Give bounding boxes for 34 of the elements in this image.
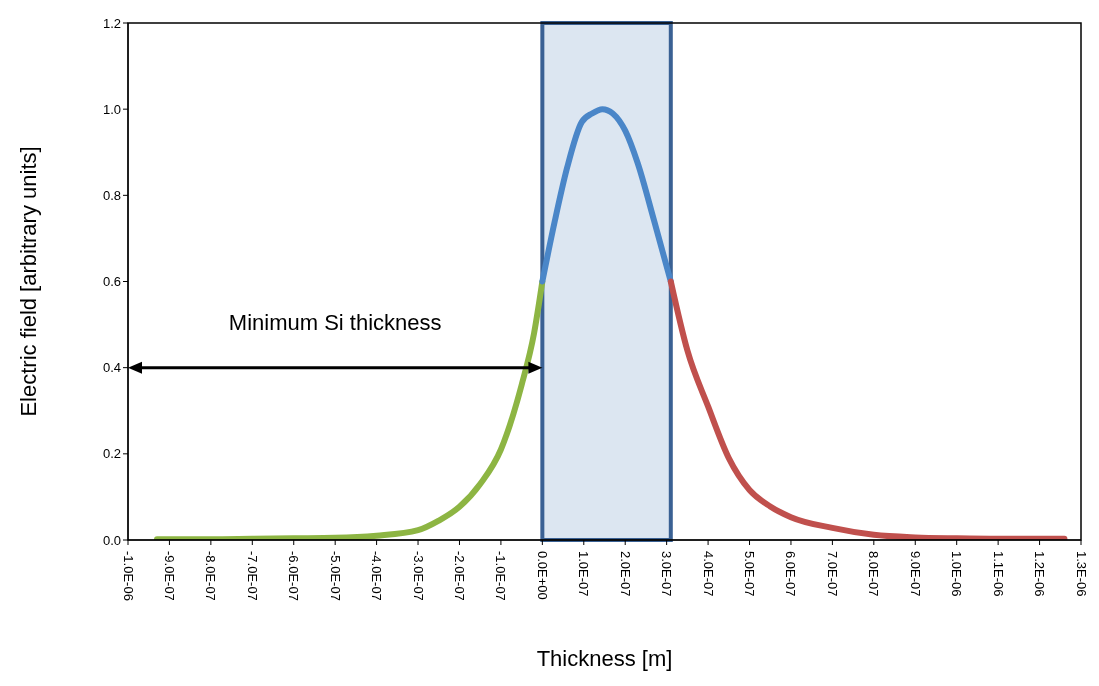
y-axis-title: Electric field [arbitrary units] [15, 146, 41, 417]
x-tick-label: 3.0E-07 [659, 551, 675, 597]
y-tick-label: 1.2 [102, 15, 121, 31]
x-tick-label: 2.0E-07 [617, 551, 633, 597]
x-tick-label: -8.0E-07 [203, 551, 219, 601]
annotation: Minimum Si thickness [228, 310, 442, 336]
x-axis-title: Thickness [m] [536, 646, 673, 671]
x-tick-label: 5.0E-07 [742, 551, 758, 597]
x-tick-label: 6.0E-07 [783, 551, 799, 597]
x-tick-label: -9.0E-07 [161, 551, 177, 601]
y-tick-label: 0.2 [102, 446, 121, 462]
x-tick-label: 1.3E-06 [1073, 551, 1089, 597]
x-tick-label: -1.0E-07 [493, 551, 509, 601]
x-tick-label: 7.0E-07 [824, 551, 840, 597]
x-tick-label: 1.2E-06 [1032, 551, 1048, 597]
x-tick-label: 0.0E+00 [534, 551, 550, 600]
y-tick-label: 0.8 [102, 187, 121, 203]
x-tick-label: -4.0E-07 [369, 551, 385, 601]
x-tick-label: 1.0E-07 [576, 551, 592, 597]
x-tick-label: 9.0E-07 [907, 551, 923, 597]
y-tick-label: 0.0 [102, 532, 121, 548]
x-tick-label: -7.0E-07 [244, 551, 260, 601]
x-tick-label: 8.0E-07 [866, 551, 882, 597]
x-tick-label: -1.0E-06 [120, 551, 136, 601]
x-tick-label: -6.0E-07 [286, 551, 302, 601]
y-tick-label: 1.0 [102, 101, 121, 117]
x-tick-label: 1.1E-06 [990, 551, 1006, 597]
y-tick-label: 0.6 [102, 274, 121, 290]
y-tick-label: 0.4 [102, 360, 121, 376]
x-tick-label: -2.0E-07 [451, 551, 467, 601]
x-tick-label: -5.0E-07 [327, 551, 343, 601]
x-tick-label: -3.0E-07 [410, 551, 426, 601]
x-tick-label: 4.0E-07 [700, 551, 716, 597]
x-tick-label: 1.0E-06 [949, 551, 965, 597]
